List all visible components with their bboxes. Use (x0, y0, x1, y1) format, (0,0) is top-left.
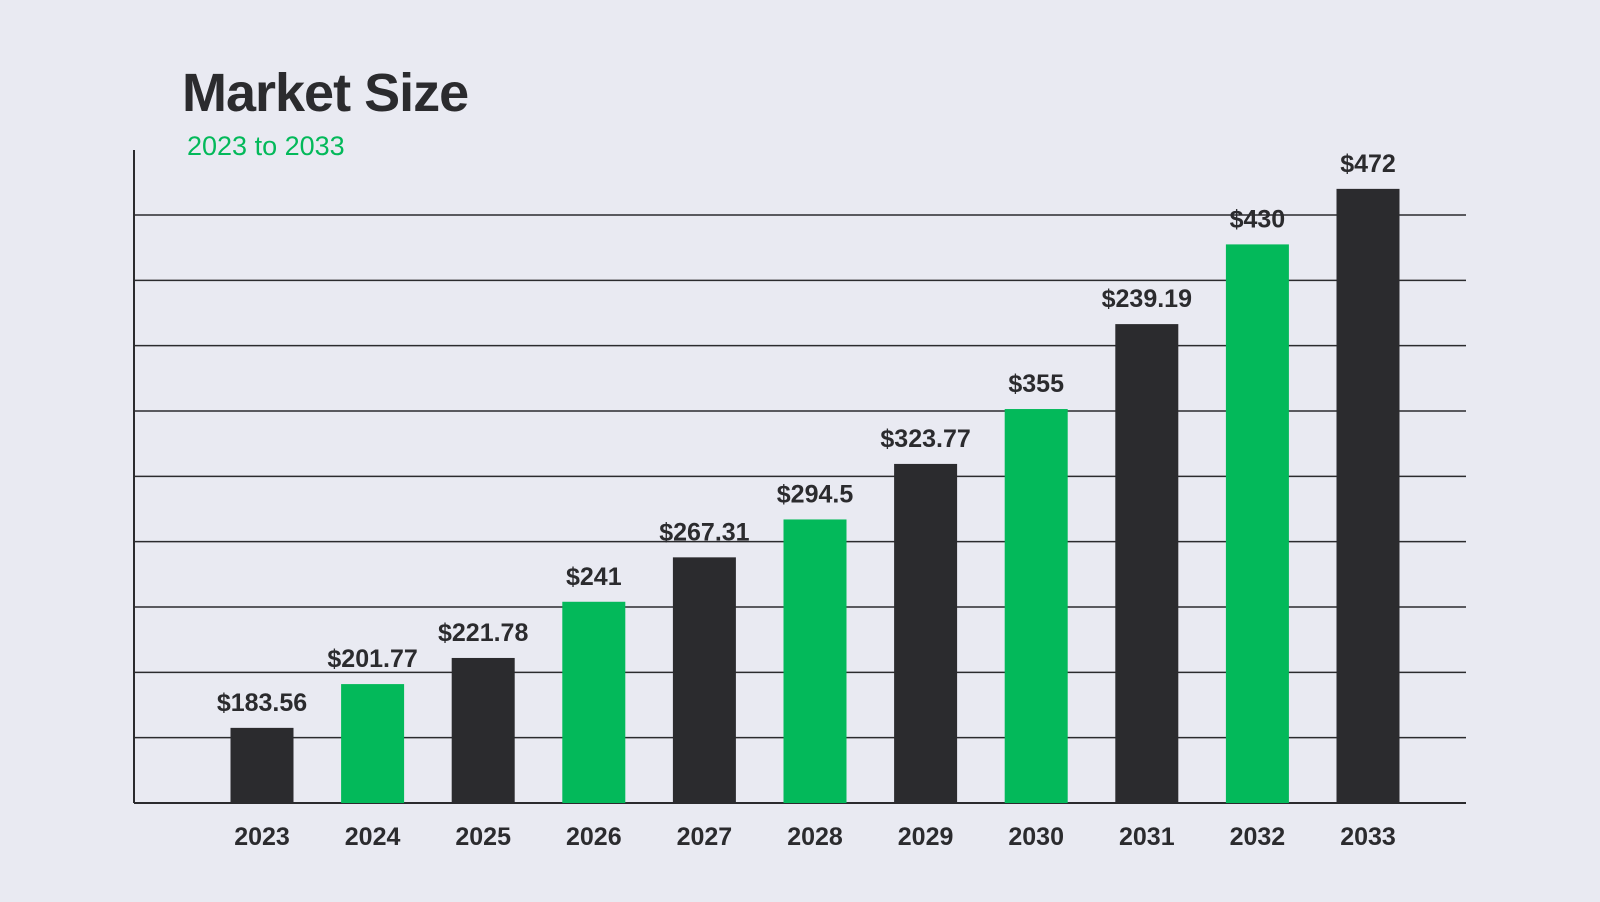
x-tick-label-2024: 2024 (345, 823, 401, 851)
bar-2028 (783, 519, 847, 803)
bar-2029 (894, 463, 958, 803)
bars (230, 188, 1400, 803)
value-label-2025: $221.78 (438, 619, 528, 647)
bar-2032 (1225, 244, 1289, 803)
bar-2023 (230, 727, 294, 803)
x-tick-label-2033: 2033 (1340, 823, 1396, 851)
value-label-2026: $241 (566, 563, 622, 591)
x-tick-label-2028: 2028 (787, 823, 843, 851)
bar-2030 (1004, 409, 1068, 803)
chart-subtitle: 2023 to 2033 (187, 131, 345, 161)
x-tick-label-2025: 2025 (455, 823, 511, 851)
chart-title: Market Size (182, 63, 469, 123)
x-tick-label-2026: 2026 (566, 823, 622, 851)
value-labels: $183.56 $201.77 $221.78 $241 $267.31 $294.5 $3… (217, 150, 1396, 717)
x-tick-label-2030: 2030 (1008, 823, 1064, 851)
value-label-2031: $239.19 (1102, 285, 1192, 313)
value-label-2030: $355 (1008, 370, 1064, 398)
x-tick-label-2031: 2031 (1119, 823, 1175, 851)
value-label-2033: $472 (1340, 150, 1396, 178)
value-label-2032: $430 (1230, 205, 1286, 233)
bar-2026 (562, 601, 626, 803)
x-tick-label-2032: 2032 (1230, 823, 1286, 851)
bar-2027 (672, 557, 736, 803)
x-tick-label-2023: 2023 (234, 823, 290, 851)
bar-2024 (341, 684, 405, 803)
value-label-2028: $294.5 (777, 480, 854, 508)
value-label-2027: $267.31 (659, 518, 749, 546)
x-tick-label-2027: 2027 (677, 823, 733, 851)
x-tick-label-2029: 2029 (898, 823, 954, 851)
bar-2033 (1336, 188, 1400, 803)
value-label-2023: $183.56 (217, 689, 307, 717)
bar-2025 (451, 657, 515, 803)
value-label-2029: $323.77 (880, 425, 970, 453)
value-label-2024: $201.77 (327, 645, 417, 673)
x-tick-labels: 2023 2024 2025 2026 2027 2028 2029 2030 2031 2032… (234, 823, 1396, 851)
bar-2031 (1115, 324, 1179, 803)
